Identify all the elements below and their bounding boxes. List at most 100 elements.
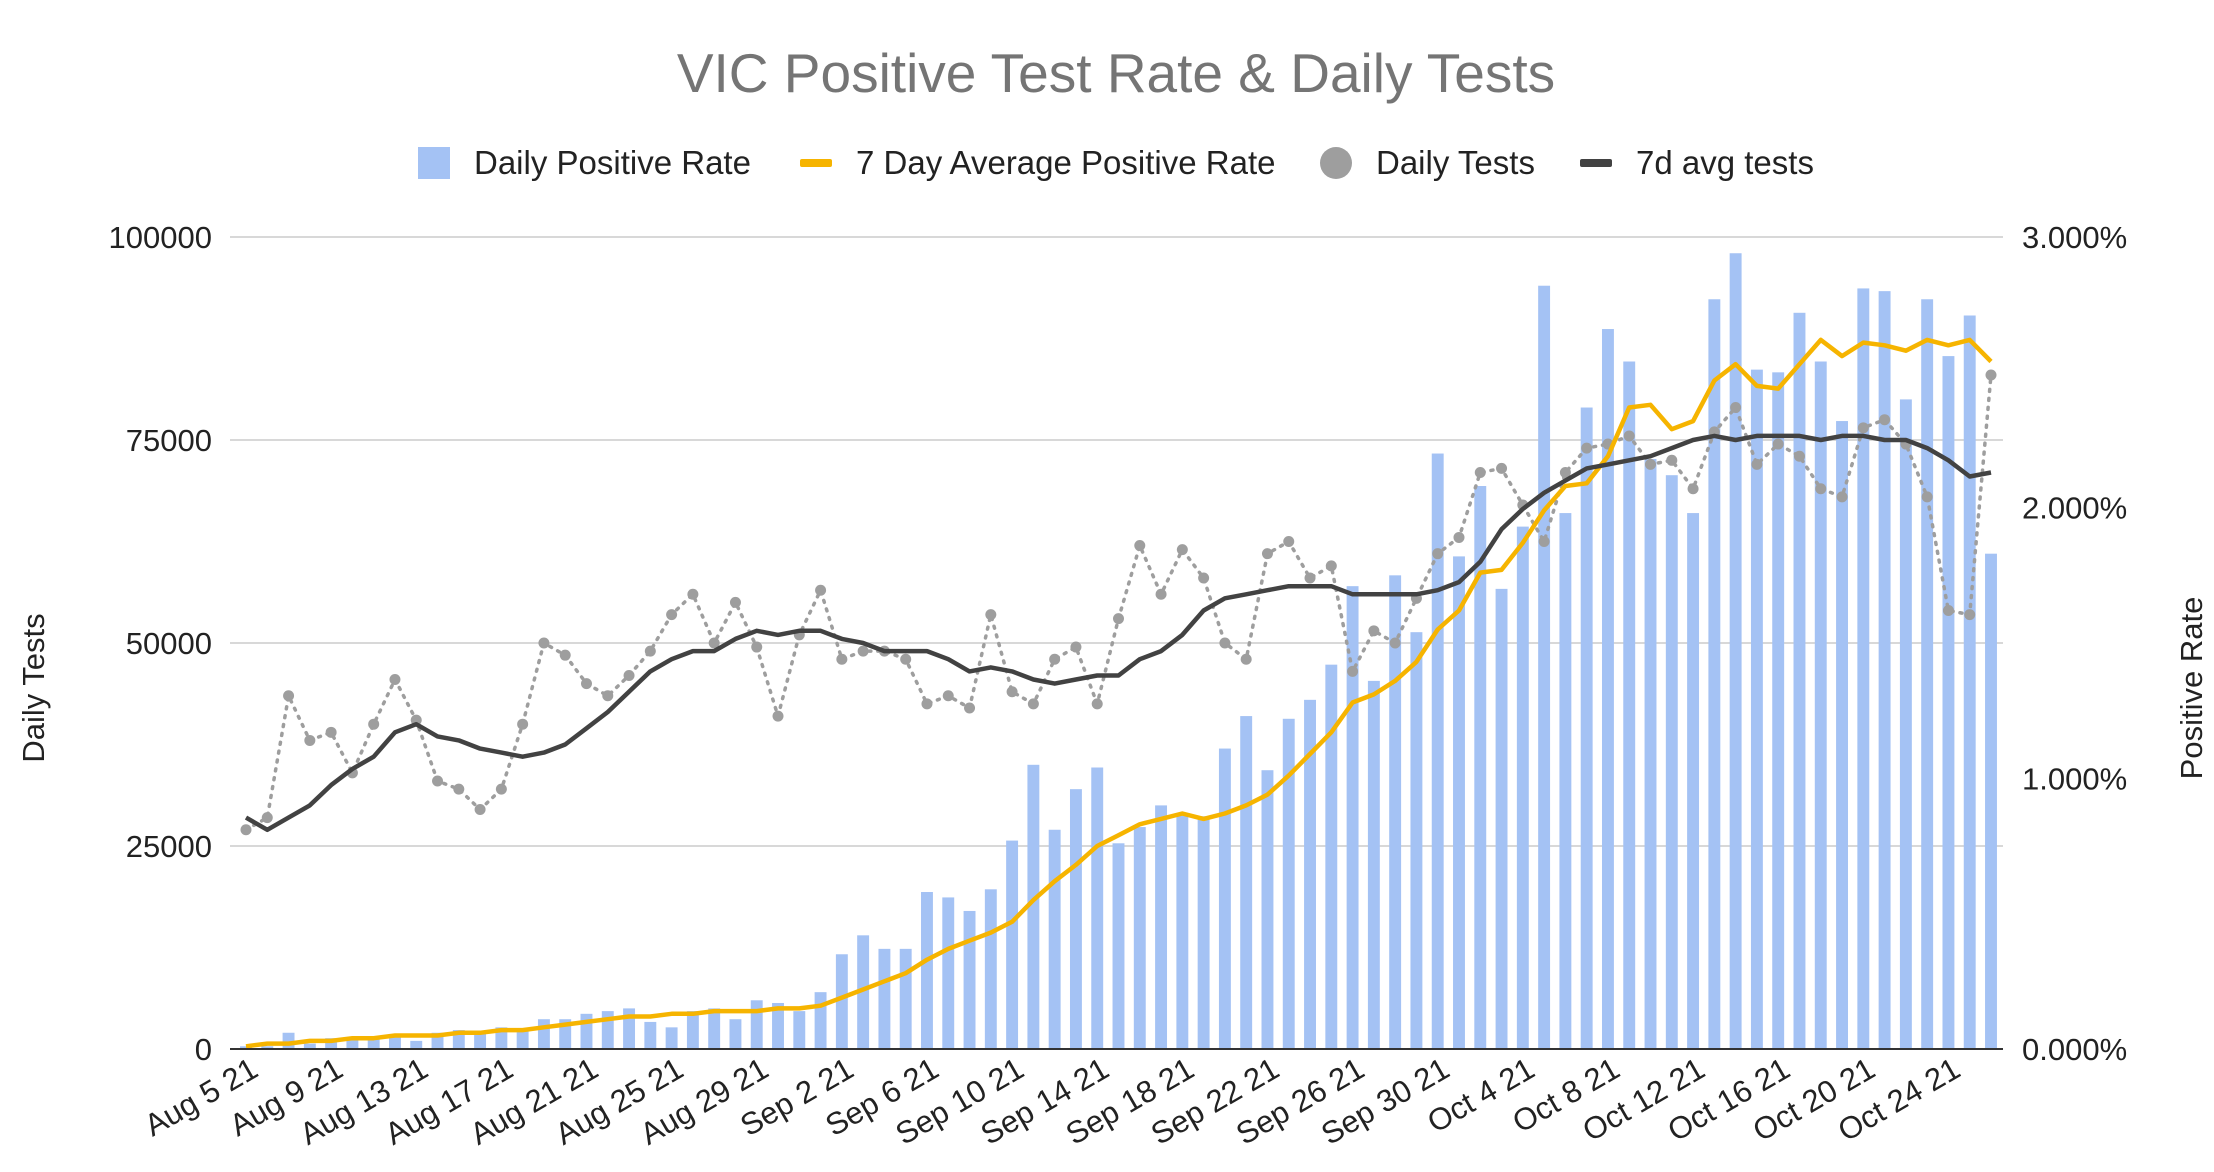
legend-label: 7 Day Average Positive Rate <box>856 144 1275 181</box>
point-daily-tests <box>389 674 401 686</box>
point-daily-tests <box>1474 466 1486 478</box>
bar-daily-positive-rate <box>984 889 997 1049</box>
point-daily-tests <box>453 783 465 795</box>
bar-daily-positive-rate <box>644 1021 657 1049</box>
point-daily-tests <box>325 726 337 738</box>
bar-daily-positive-rate <box>1112 843 1125 1049</box>
point-daily-tests <box>623 669 635 681</box>
point-daily-tests <box>942 690 954 702</box>
point-daily-tests <box>1645 458 1657 470</box>
bar-daily-positive-rate <box>367 1038 380 1049</box>
bar-daily-positive-rate <box>835 954 848 1049</box>
bar-daily-positive-rate <box>1836 421 1848 1049</box>
bar-daily-positive-rate <box>580 1013 593 1049</box>
bar-daily-positive-rate <box>1006 840 1019 1049</box>
point-daily-tests <box>1793 450 1805 462</box>
bar-daily-positive-rate <box>1367 680 1380 1049</box>
bar-daily-positive-rate <box>686 1011 699 1049</box>
point-daily-tests <box>729 596 741 608</box>
bar-daily-positive-rate <box>623 1008 636 1049</box>
point-daily-tests <box>1836 491 1848 503</box>
point-daily-tests <box>751 641 763 653</box>
point-daily-tests <box>1942 605 1954 617</box>
point-daily-tests <box>1964 609 1976 621</box>
point-daily-tests <box>1666 454 1678 466</box>
point-daily-tests <box>772 710 784 722</box>
bar-daily-positive-rate <box>1069 789 1082 1049</box>
bar-daily-positive-rate <box>1878 291 1891 1050</box>
bar-daily-positive-rate <box>708 1008 721 1049</box>
bar-daily-positive-rate <box>1240 716 1253 1049</box>
bar-daily-positive-rate <box>1091 767 1104 1049</box>
bar-daily-positive-rate <box>1814 361 1827 1049</box>
bar-daily-positive-rate <box>559 1019 572 1049</box>
point-daily-tests <box>964 702 976 714</box>
point-daily-tests <box>1432 548 1444 560</box>
bar-daily-positive-rate <box>389 1035 401 1049</box>
bar-daily-positive-rate <box>346 1038 359 1049</box>
point-daily-tests <box>921 698 933 710</box>
point-daily-tests <box>1325 560 1337 572</box>
point-daily-tests <box>857 645 869 657</box>
bar-daily-positive-rate <box>772 1002 784 1049</box>
bar-daily-positive-rate <box>1963 315 1976 1049</box>
bar-daily-positive-rate <box>282 1032 295 1049</box>
point-daily-tests <box>1240 653 1252 665</box>
bar-daily-positive-rate <box>750 1000 763 1049</box>
point-daily-tests <box>1857 422 1869 434</box>
point-daily-tests <box>1347 665 1359 677</box>
point-daily-tests <box>261 812 273 824</box>
bar-daily-positive-rate <box>410 1040 423 1049</box>
point-daily-tests <box>1496 462 1508 474</box>
bar-daily-positive-rate <box>474 1032 487 1049</box>
bar-daily-positive-rate <box>1942 356 1955 1049</box>
y-right-tick-label: 0.000% <box>2022 1032 2127 1067</box>
point-daily-tests <box>1985 369 1997 381</box>
legend-label: 7d avg tests <box>1636 144 1814 181</box>
bar-daily-positive-rate <box>1559 513 1572 1049</box>
point-daily-tests <box>687 588 699 600</box>
bar-daily-positive-rate <box>1665 475 1678 1050</box>
y-axis-right-title: Positive Rate <box>2174 597 2209 780</box>
y-axis-right-ticks: 0.000% 1.000% 2.000% 3.000% <box>2022 220 2127 1067</box>
legend-swatch <box>800 159 832 167</box>
point-daily-tests <box>368 718 380 730</box>
point-daily-tests <box>900 653 912 665</box>
legend-label: Daily Positive Rate <box>474 144 751 181</box>
bar-daily-positive-rate <box>1921 299 1934 1050</box>
bar-daily-positive-rate <box>665 1027 678 1049</box>
y-left-tick-label: 100000 <box>109 220 212 255</box>
y-left-tick-label: 0 <box>195 1032 212 1067</box>
point-daily-tests <box>1198 572 1210 584</box>
bar-daily-positive-rate <box>1772 372 1785 1049</box>
chart-title: VIC Positive Test Rate & Daily Tests <box>677 42 1555 104</box>
point-daily-tests <box>1027 698 1039 710</box>
y-left-tick-label: 25000 <box>126 829 212 864</box>
bar-daily-positive-rate <box>1623 361 1636 1049</box>
point-daily-tests <box>495 783 507 795</box>
point-daily-tests <box>1283 536 1295 547</box>
point-daily-tests <box>644 645 656 657</box>
point-daily-tests <box>240 824 252 836</box>
point-daily-tests <box>1070 641 1082 653</box>
point-daily-tests <box>580 678 592 690</box>
point-daily-tests <box>1091 698 1103 710</box>
y-left-tick-label: 75000 <box>126 423 212 458</box>
legend-label: Daily Tests <box>1376 144 1535 181</box>
legend-item-daily-tests: Daily Tests <box>1320 144 1535 181</box>
bar-daily-positive-rate <box>899 948 912 1049</box>
point-daily-tests <box>304 734 316 746</box>
point-daily-tests <box>1751 458 1763 470</box>
bar-daily-positive-rate <box>1176 813 1189 1049</box>
bar-daily-positive-rate <box>1516 526 1529 1049</box>
bar-daily-positive-rate <box>1793 312 1806 1050</box>
bar-daily-positive-rate <box>431 1032 444 1049</box>
bar-daily-positive-rate <box>1304 699 1316 1049</box>
bar-daily-positive-rate <box>261 1046 274 1049</box>
bar-daily-positive-rate <box>1899 399 1912 1049</box>
point-daily-tests <box>1687 483 1699 495</box>
point-daily-tests <box>283 690 295 702</box>
bar-daily-positive-rate <box>601 1011 614 1049</box>
